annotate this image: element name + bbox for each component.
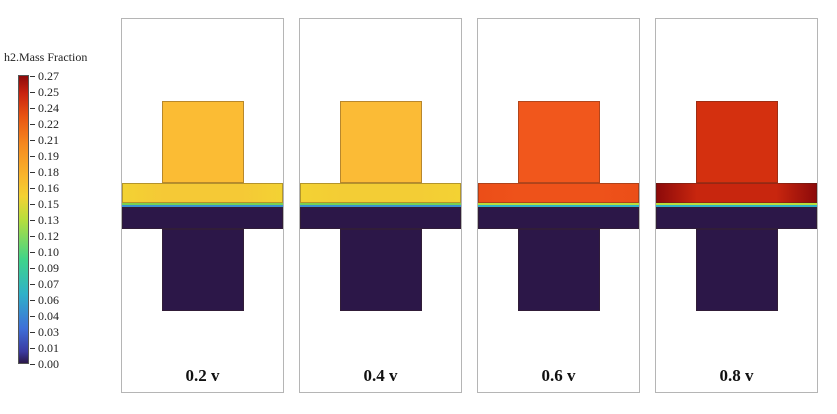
lower-block — [696, 229, 778, 311]
lower-block — [518, 229, 600, 311]
panel-0-2v: 0.2 v — [121, 18, 284, 393]
catalyst-strip-green — [656, 203, 817, 205]
colorbar-tick-label: 0.21 — [38, 133, 59, 147]
catalyst-strip-green — [478, 203, 639, 205]
colorbar-tick-mark — [30, 316, 35, 317]
panel-0-8v: 0.8 v — [655, 18, 818, 393]
colorbar-tick-label: 0.25 — [38, 85, 59, 99]
catalyst-strip-blue — [300, 205, 461, 207]
colorbar-tick-label: 0.27 — [38, 69, 59, 83]
colorbar-tick-mark — [30, 268, 35, 269]
colorbar-tick-label: 0.19 — [38, 149, 59, 163]
colorbar-tick-mark — [30, 124, 35, 125]
colorbar-tick-mark — [30, 284, 35, 285]
panel-0-4v: 0.4 v — [299, 18, 462, 393]
membrane-layer — [478, 183, 639, 203]
panel-0-6v: 0.6 v — [477, 18, 640, 393]
lower-layer — [300, 207, 461, 229]
upper-block — [340, 101, 422, 183]
colorbar-gradient — [18, 75, 29, 364]
colorbar-tick-label: 0.00 — [38, 357, 59, 371]
colorbar-tick-label: 0.24 — [38, 101, 59, 115]
colorbar-tick-mark — [30, 108, 35, 109]
voltage-caption: 0.6 v — [541, 366, 576, 385]
membrane-layer — [122, 183, 283, 203]
colorbar-tick-mark — [30, 204, 35, 205]
colorbar-tick-mark — [30, 348, 35, 349]
colorbar-tick-mark — [30, 300, 35, 301]
catalyst-strip-blue — [122, 205, 283, 207]
colorbar-tick-label: 0.22 — [38, 117, 59, 131]
lower-layer — [122, 207, 283, 229]
colorbar-tick-label: 0.13 — [38, 213, 59, 227]
voltage-caption: 0.8 v — [719, 366, 754, 385]
colorbar-tick-mark — [30, 172, 35, 173]
colorbar-tick-label: 0.18 — [38, 165, 59, 179]
voltage-caption: 0.4 v — [363, 366, 398, 385]
colorbar-tick-mark — [30, 332, 35, 333]
lower-layer — [656, 207, 817, 229]
colorbar-tick-label: 0.09 — [38, 261, 59, 275]
colorbar-tick-label: 0.03 — [38, 325, 59, 339]
upper-block — [696, 101, 778, 183]
colorbar-tick-mark — [30, 220, 35, 221]
colorbar-tick-mark — [30, 188, 35, 189]
lower-block — [162, 229, 244, 311]
colorbar-tick-mark — [30, 252, 35, 253]
voltage-caption: 0.2 v — [185, 366, 220, 385]
colorbar-tick-label: 0.16 — [38, 181, 59, 195]
colorbar-tick-mark — [30, 236, 35, 237]
colorbar-tick-label: 0.15 — [38, 197, 59, 211]
membrane-layer — [656, 183, 817, 203]
colorbar-tick-mark — [30, 76, 35, 77]
colorbar-tick-mark — [30, 364, 35, 365]
upper-block — [162, 101, 244, 183]
membrane-layer — [300, 183, 461, 203]
colorbar-tick-label: 0.10 — [38, 245, 59, 259]
colorbar-tick-label: 0.04 — [38, 309, 59, 323]
colorbar-tick-mark — [30, 140, 35, 141]
lower-block — [340, 229, 422, 311]
colorbar-tick-label: 0.07 — [38, 277, 59, 291]
colorbar-tick-label: 0.12 — [38, 229, 59, 243]
catalyst-strip-blue — [478, 205, 639, 207]
colorbar-tick-label: 0.06 — [38, 293, 59, 307]
colorbar-tick-mark — [30, 156, 35, 157]
colorbar-title: h2.Mass Fraction — [4, 50, 88, 64]
lower-layer — [478, 207, 639, 229]
catalyst-strip-blue — [656, 205, 817, 207]
catalyst-strip-green — [300, 203, 461, 205]
catalyst-strip-green — [122, 203, 283, 205]
colorbar-tick-mark — [30, 92, 35, 93]
colorbar-tick-label: 0.01 — [38, 341, 59, 355]
upper-block — [518, 101, 600, 183]
